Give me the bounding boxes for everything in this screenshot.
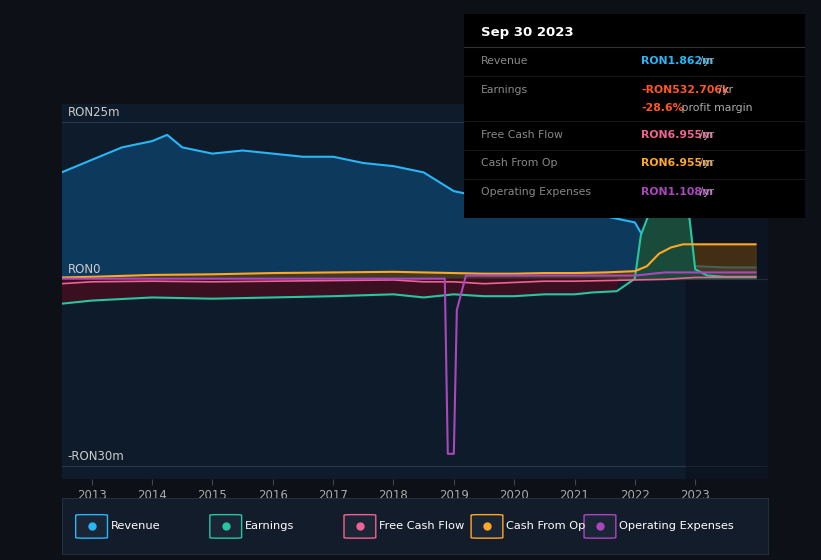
Bar: [686, 104, 768, 479]
Text: Cash From Op: Cash From Op: [507, 521, 585, 531]
FancyBboxPatch shape: [584, 515, 616, 538]
Text: profit margin: profit margin: [678, 103, 752, 113]
Text: Free Cash Flow: Free Cash Flow: [379, 521, 465, 531]
Text: -28.6%: -28.6%: [641, 103, 684, 113]
Text: RON6.955m: RON6.955m: [641, 129, 713, 139]
Text: Sep 30 2023: Sep 30 2023: [481, 26, 574, 39]
Text: RON1.862m: RON1.862m: [641, 56, 713, 66]
Text: /yr: /yr: [714, 85, 732, 95]
Text: RON6.955m: RON6.955m: [641, 158, 713, 168]
Text: Cash From Op: Cash From Op: [481, 158, 557, 168]
Text: RON1.108m: RON1.108m: [641, 187, 713, 197]
Text: /yr: /yr: [696, 187, 714, 197]
FancyBboxPatch shape: [76, 515, 108, 538]
Text: /yr: /yr: [696, 56, 714, 66]
Text: Free Cash Flow: Free Cash Flow: [481, 129, 562, 139]
Text: -RON532.706k: -RON532.706k: [641, 85, 729, 95]
Text: RON25m: RON25m: [67, 106, 120, 119]
Text: Revenue: Revenue: [111, 521, 161, 531]
Text: Operating Expenses: Operating Expenses: [619, 521, 734, 531]
FancyBboxPatch shape: [210, 515, 241, 538]
Text: /yr: /yr: [696, 158, 714, 168]
Text: Operating Expenses: Operating Expenses: [481, 187, 591, 197]
Text: -RON30m: -RON30m: [67, 450, 124, 463]
Text: /yr: /yr: [696, 129, 714, 139]
FancyBboxPatch shape: [344, 515, 376, 538]
FancyBboxPatch shape: [471, 515, 502, 538]
Text: Revenue: Revenue: [481, 56, 529, 66]
Text: Earnings: Earnings: [481, 85, 528, 95]
Text: Earnings: Earnings: [245, 521, 295, 531]
Text: RON0: RON0: [67, 263, 101, 276]
